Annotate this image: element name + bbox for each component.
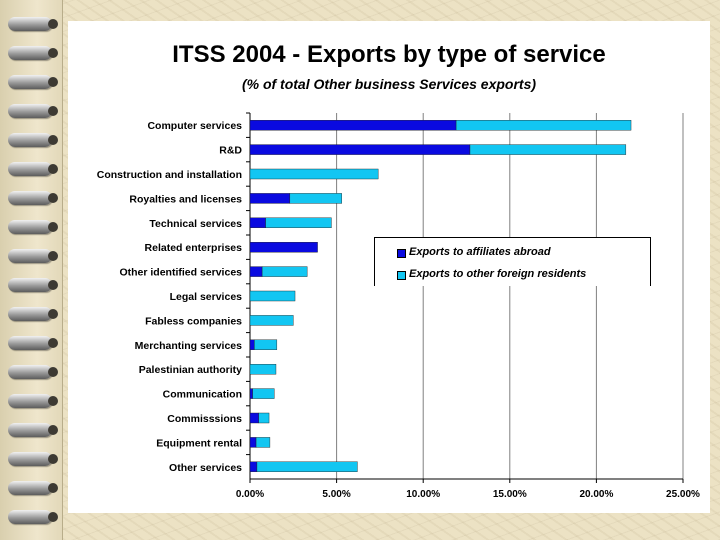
legend-swatch-foreign: [397, 271, 406, 280]
legend-label-foreign: Exports to other foreign residents: [409, 268, 587, 280]
bar-foreign: [289, 193, 342, 204]
chart-subtitle: (% of total Other business Services expo…: [241, 76, 537, 92]
bar-foreign: [455, 119, 632, 131]
binder-ring: [8, 307, 58, 321]
bar-affiliates: [249, 266, 263, 277]
category-label: Fabless companies: [145, 315, 242, 327]
binder-ring: [8, 104, 58, 118]
bar-affiliates: [249, 144, 471, 155]
bar-foreign: [249, 168, 379, 180]
bar-affiliates: [249, 241, 318, 253]
binder-ring: [8, 133, 58, 147]
x-tick-label: 15.00%: [493, 489, 527, 500]
x-tick-label: 20.00%: [579, 489, 613, 500]
x-tick-label: 25.00%: [666, 489, 700, 500]
category-label: Technical services: [149, 218, 242, 230]
category-label: R&D: [219, 145, 242, 157]
chart-slide: ITSS 2004 - Exports by type of service (…: [68, 21, 710, 513]
binder-ring: [8, 162, 58, 176]
legend-swatch-affiliates: [397, 249, 406, 258]
legend-item-foreign: Exports to other foreign residents: [397, 268, 587, 280]
bar-affiliates: [249, 119, 457, 131]
bar-affiliates: [249, 388, 253, 399]
category-label: Construction and installation: [97, 169, 242, 181]
bar-foreign: [249, 364, 277, 375]
bar-affiliates: [249, 339, 255, 350]
binder-ring: [8, 75, 58, 89]
category-label: Other identified services: [119, 267, 242, 279]
bar-affiliates: [249, 193, 291, 204]
bar-affiliates: [249, 461, 258, 472]
category-label: Legal services: [170, 291, 243, 303]
x-tick-label: 0.00%: [236, 489, 264, 500]
binder-ring: [8, 423, 58, 437]
binder-ring: [8, 249, 58, 263]
category-label: Equipment rental: [156, 437, 242, 449]
binder-ring: [8, 46, 58, 60]
bar-affiliates: [249, 412, 259, 424]
category-label: Palestinian authority: [139, 364, 242, 376]
binder-ring: [8, 278, 58, 292]
category-label: Communication: [163, 389, 242, 401]
binder-ring: [8, 452, 58, 466]
chart-title: ITSS 2004 - Exports by type of service: [172, 41, 606, 68]
x-tick-label: 10.00%: [406, 489, 440, 500]
binder-ring: [8, 365, 58, 379]
binder-ring: [8, 394, 58, 408]
bar-foreign: [256, 461, 358, 472]
binder-ring: [8, 510, 58, 524]
binder-ring: [8, 481, 58, 495]
bar-foreign: [258, 412, 270, 424]
bar-foreign: [265, 217, 332, 229]
x-tick-label: 5.00%: [322, 489, 350, 500]
bar-foreign: [254, 339, 278, 350]
ring-binding: [0, 0, 63, 540]
chart-legend: Exports to affiliates abroad Exports to …: [374, 237, 651, 286]
category-label: Royalties and licenses: [129, 193, 242, 205]
category-label: Merchanting services: [135, 340, 243, 352]
bar-affiliates: [249, 217, 266, 229]
bar-foreign: [469, 144, 627, 155]
legend-item-affiliates: Exports to affiliates abroad: [397, 246, 551, 258]
bar-foreign: [255, 437, 271, 448]
bar-foreign: [252, 388, 275, 399]
bar-affiliates: [249, 437, 257, 448]
binder-ring: [8, 336, 58, 350]
category-label: Commisssions: [167, 413, 242, 425]
legend-label-affiliates: Exports to affiliates abroad: [409, 246, 551, 258]
bar-chart: 0.00% 5.00% 10.00% 15.00% 20.00% 25.00% Comput…: [97, 112, 700, 500]
category-label: Related enterprises: [145, 242, 243, 254]
binder-ring: [8, 17, 58, 31]
bar-foreign: [249, 315, 294, 326]
bar-foreign: [249, 290, 296, 302]
bar-foreign: [261, 266, 308, 277]
category-label: Computer services: [147, 120, 242, 132]
binder-ring: [8, 220, 58, 234]
category-label: Other services: [169, 462, 242, 474]
binder-ring: [8, 191, 58, 205]
